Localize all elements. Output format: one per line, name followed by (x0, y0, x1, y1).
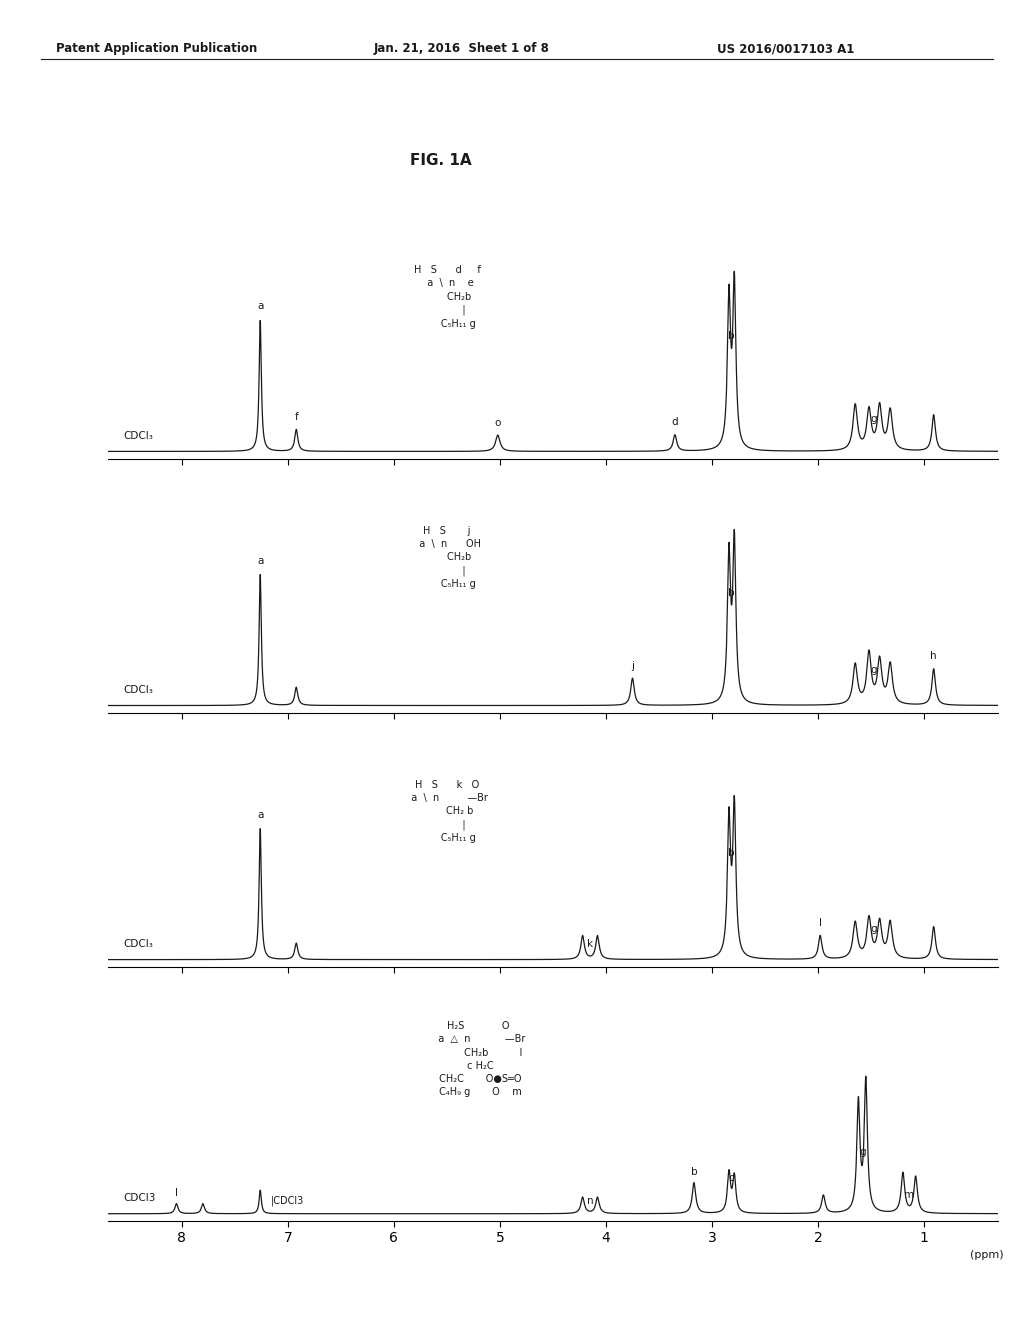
Text: g: g (870, 665, 877, 676)
Text: a: a (257, 301, 263, 312)
Text: g: g (859, 1147, 866, 1158)
Text: CDCl₃: CDCl₃ (124, 939, 154, 949)
Text: g: g (870, 924, 877, 933)
Text: j: j (631, 661, 634, 671)
Text: c: c (729, 1173, 734, 1183)
Text: o: o (495, 417, 501, 428)
Text: CDCl₃: CDCl₃ (124, 685, 154, 694)
Text: b: b (728, 587, 735, 598)
Text: |CDCl3: |CDCl3 (271, 1196, 304, 1206)
Text: l: l (819, 919, 821, 928)
Text: n: n (587, 1196, 593, 1205)
Text: H₂S            O
  a  △  n           —Br
         CH₂b          l
 c H₂C
 CH₂C  : H₂S O a △ n —Br CH₂b l c H₂C CH₂C (432, 1022, 525, 1097)
Text: H   S       j
  a  \  n      OH
        CH₂b
           |
       C₅H₁₁ g: H S j a \ n OH CH₂b | C₅H₁₁ g (413, 525, 481, 589)
Text: Jan. 21, 2016  Sheet 1 of 8: Jan. 21, 2016 Sheet 1 of 8 (374, 42, 550, 55)
Text: m: m (904, 1191, 914, 1200)
Text: US 2016/0017103 A1: US 2016/0017103 A1 (717, 42, 854, 55)
Text: g: g (870, 414, 877, 424)
Text: (ppm): (ppm) (970, 1250, 1004, 1261)
Text: a: a (257, 556, 263, 565)
Text: b: b (691, 1167, 697, 1177)
Text: Patent Application Publication: Patent Application Publication (56, 42, 258, 55)
Text: H   S      k   O
  a  \  n         —Br
        CH₂ b
           |
       C₅H₁₁ g: H S k O a \ n —Br CH₂ b | C₅H₁₁ g (406, 780, 488, 843)
Text: b: b (728, 331, 735, 342)
Text: f: f (295, 412, 298, 422)
Text: H   S      d     f
  a  \  n    e
        CH₂b
           |
       C₅H₁₁ g: H S d f a \ n e CH₂b | C₅H₁₁ g (414, 265, 480, 329)
Text: d: d (672, 417, 678, 428)
Text: a: a (257, 809, 263, 820)
Text: l: l (175, 1188, 178, 1199)
Text: b: b (728, 849, 735, 858)
Text: CDCl₃: CDCl₃ (124, 430, 154, 441)
Text: k: k (587, 939, 593, 949)
Text: CDCl3: CDCl3 (124, 1193, 156, 1203)
Text: FIG. 1A: FIG. 1A (410, 153, 471, 168)
Text: h: h (931, 652, 937, 661)
